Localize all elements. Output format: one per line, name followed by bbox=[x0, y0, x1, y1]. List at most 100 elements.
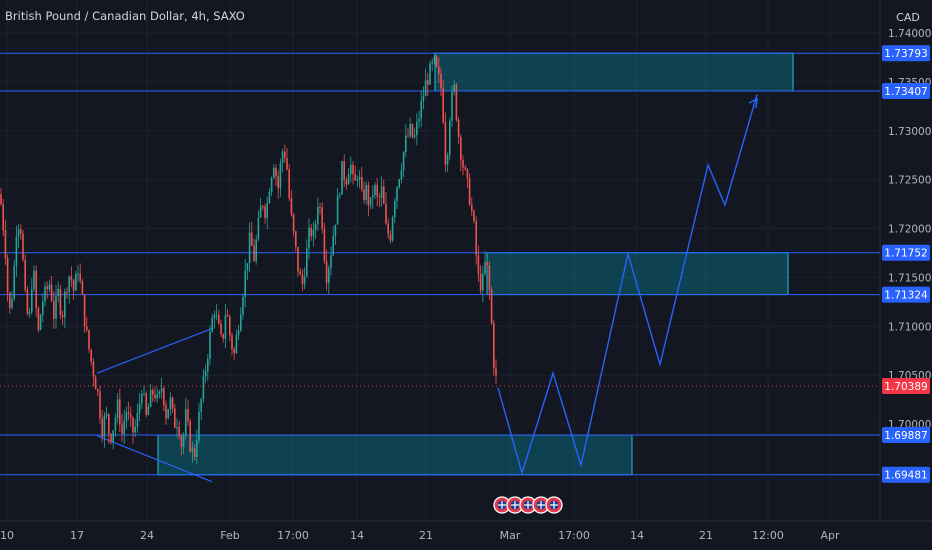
candle-body bbox=[20, 229, 22, 234]
candle-body bbox=[493, 323, 495, 369]
candle-body bbox=[495, 368, 497, 376]
candle-body bbox=[42, 301, 44, 315]
candle-body bbox=[457, 119, 460, 137]
event-icons[interactable] bbox=[493, 496, 563, 514]
candle-body bbox=[253, 245, 255, 262]
candle-body bbox=[108, 414, 110, 434]
price-level-label: 1.71752 bbox=[884, 248, 927, 260]
price-tick-label: 1.72000 bbox=[888, 224, 931, 236]
candle-body bbox=[31, 289, 33, 312]
candle-body bbox=[334, 224, 337, 237]
price-tick-label: 1.74000 bbox=[888, 28, 931, 40]
candle-body bbox=[488, 265, 491, 290]
candle-body bbox=[431, 61, 433, 64]
candle-body bbox=[134, 426, 136, 433]
candle-body bbox=[28, 311, 31, 314]
trendlines bbox=[96, 327, 214, 483]
candle-body bbox=[187, 409, 189, 422]
candle-body bbox=[229, 316, 231, 336]
candle-body bbox=[270, 178, 273, 192]
candle-body bbox=[323, 228, 326, 262]
candle-body bbox=[356, 179, 359, 181]
price-level-badge bbox=[882, 82, 930, 99]
candle-body bbox=[44, 286, 46, 302]
candle-body bbox=[372, 195, 374, 198]
candle-body bbox=[453, 84, 455, 92]
candle-body bbox=[158, 391, 161, 395]
time-tick-label: 17:00 bbox=[277, 529, 309, 542]
time-tick-label: 14 bbox=[630, 529, 644, 542]
price-axis[interactable]: 1.740001.735001.730001.725001.720001.715… bbox=[888, 28, 931, 431]
candle-body bbox=[369, 197, 372, 206]
candle-body bbox=[64, 291, 66, 318]
candle-body bbox=[385, 203, 387, 224]
price-level-label: 1.73793 bbox=[884, 48, 927, 60]
current-price-label: 1.70389 bbox=[884, 381, 927, 393]
candle-body bbox=[420, 100, 422, 119]
candle-body bbox=[68, 276, 70, 293]
candle-body bbox=[394, 201, 396, 218]
candle-body bbox=[92, 361, 95, 377]
candle-body bbox=[244, 270, 246, 297]
candle-body bbox=[224, 315, 227, 339]
candle-body bbox=[121, 424, 123, 434]
price-tick-label: 1.72500 bbox=[888, 175, 931, 187]
candle-body bbox=[4, 230, 7, 258]
candle-body bbox=[446, 155, 449, 165]
candle-body bbox=[466, 169, 469, 179]
candle-body bbox=[242, 296, 244, 315]
uk-flag-icon[interactable] bbox=[493, 496, 511, 514]
price-level-badge bbox=[882, 466, 930, 483]
candle-body bbox=[462, 160, 464, 168]
candle-body bbox=[48, 284, 51, 290]
candle-body bbox=[154, 394, 156, 399]
zone-box bbox=[434, 52, 794, 92]
candle-body bbox=[281, 151, 284, 163]
candle-body bbox=[444, 122, 447, 165]
candle-body bbox=[116, 399, 119, 419]
candle-body bbox=[433, 56, 436, 62]
currency-label: CAD bbox=[896, 11, 920, 24]
candle-body bbox=[220, 323, 222, 335]
time-tick-label: Apr bbox=[820, 529, 840, 542]
price-level-labels: 1.73793 1.73407 1.71752 1.71324 1.69887 1.694… bbox=[882, 45, 930, 483]
candle-body bbox=[112, 430, 114, 443]
candle-body bbox=[343, 161, 345, 181]
price-level-badge bbox=[882, 427, 930, 444]
candle-body bbox=[440, 73, 442, 89]
candle-body bbox=[33, 270, 35, 290]
candle-body bbox=[367, 185, 370, 206]
candle-body bbox=[295, 231, 297, 247]
candle-body bbox=[130, 413, 132, 418]
candle-body bbox=[46, 286, 48, 290]
candle-body bbox=[365, 185, 367, 200]
candle-body bbox=[328, 268, 330, 284]
candle-body bbox=[312, 229, 315, 237]
candle-body bbox=[202, 376, 205, 400]
candle-body bbox=[35, 270, 37, 308]
candle-body bbox=[248, 232, 251, 264]
uk-flag-icon[interactable] bbox=[545, 496, 563, 514]
candle-body bbox=[310, 227, 312, 237]
candle-body bbox=[255, 239, 257, 262]
candle-body bbox=[57, 288, 59, 297]
candle-body bbox=[306, 248, 308, 277]
time-tick-label: 14 bbox=[350, 529, 364, 542]
candle-body bbox=[72, 280, 75, 291]
candle-body bbox=[222, 334, 224, 339]
candle-body bbox=[286, 158, 288, 170]
candle-body bbox=[70, 276, 73, 281]
candle-body bbox=[418, 118, 420, 122]
candle-body bbox=[180, 436, 183, 447]
candle-body bbox=[174, 408, 176, 428]
candle-body bbox=[123, 421, 125, 434]
candle-body bbox=[350, 164, 352, 175]
candle-body bbox=[486, 262, 488, 266]
candle-body bbox=[402, 152, 405, 171]
candle-body bbox=[317, 206, 319, 225]
time-axis[interactable]: 10 17 24 Feb 17:00 14 21 Mar 17:00 14 21 12:00 Apr bbox=[0, 529, 840, 542]
candle-body bbox=[11, 299, 13, 308]
candle-body bbox=[105, 414, 108, 416]
